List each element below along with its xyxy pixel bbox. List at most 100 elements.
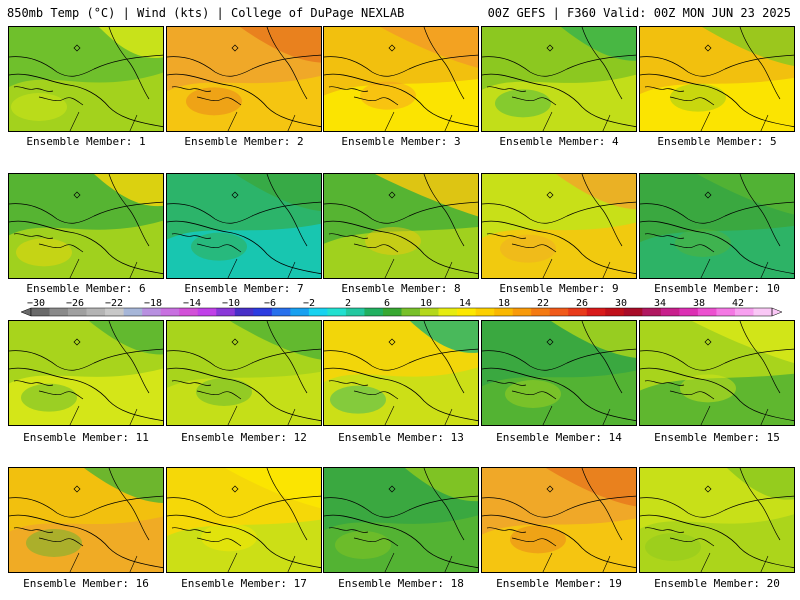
title-left: 850mb Temp (°C) | Wind (kts) | College o… — [7, 6, 405, 20]
colorbar-segment — [697, 308, 717, 316]
ensemble-label: Ensemble Member: 1 — [26, 135, 146, 148]
temperature-map — [9, 321, 163, 425]
ensemble-label: Ensemble Member: 3 — [341, 135, 461, 148]
colorbar-tick-label: −10 — [222, 298, 240, 309]
colorbar-tick-label: 30 — [615, 298, 627, 309]
ensemble-label: Ensemble Member: 8 — [341, 282, 461, 295]
ensemble-label: Ensemble Member: 4 — [499, 135, 619, 148]
colorbar-tick-label: 26 — [576, 298, 588, 309]
temperature-map — [167, 468, 321, 572]
colorbar-tick-label: −6 — [264, 298, 276, 309]
ensemble-panel — [323, 173, 479, 279]
temperature-map — [9, 174, 163, 278]
colorbar-segment — [364, 308, 384, 316]
colorbar-segment — [68, 308, 87, 316]
colorbar-segment — [327, 308, 347, 316]
temperature-map — [640, 27, 794, 131]
colorbar-segment — [308, 308, 328, 316]
colorbar-tick-label: −22 — [105, 298, 123, 309]
temperature-map — [9, 468, 163, 572]
ensemble-label: Ensemble Member: 13 — [338, 431, 464, 444]
colorbar-segment — [438, 308, 458, 316]
colorbar-segment — [623, 308, 643, 316]
colorbar-tick-label: −14 — [183, 298, 201, 309]
ensemble-panel — [323, 467, 479, 573]
ensemble-panel — [166, 320, 322, 426]
ensemble-panel — [481, 173, 637, 279]
ensemble-panel — [481, 26, 637, 132]
colorbar-segment — [549, 308, 569, 316]
temperature-map — [167, 174, 321, 278]
colorbar-tick-label: 38 — [693, 298, 705, 309]
colorbar-tick-label: −18 — [144, 298, 162, 309]
colorbar-segment — [660, 308, 680, 316]
colorbar-segment — [49, 308, 69, 316]
colorbar-segment — [457, 308, 476, 316]
ensemble-label: Ensemble Member: 12 — [181, 431, 307, 444]
ensemble-panel — [481, 320, 637, 426]
ensemble-panel — [639, 467, 795, 573]
temperature-map — [482, 174, 636, 278]
colorbar-segment — [197, 308, 217, 316]
temperature-map — [324, 321, 478, 425]
ensemble-label: Ensemble Member: 18 — [338, 577, 464, 590]
colorbar-segment — [475, 308, 495, 316]
temperature-map — [324, 27, 478, 131]
colorbar-segment — [586, 308, 606, 316]
colorbar-tick-label: 18 — [498, 298, 510, 309]
ensemble-label: Ensemble Member: 10 — [654, 282, 780, 295]
ensemble-panel — [166, 467, 322, 573]
ensemble-label: Ensemble Member: 6 — [26, 282, 146, 295]
colorbar-segment — [253, 308, 273, 316]
title-right: 00Z GEFS | F360 Valid: 00Z MON JUN 23 20… — [487, 6, 791, 20]
colorbar-tick-label: −26 — [66, 298, 84, 309]
colorbar-tick-label: 2 — [345, 298, 351, 309]
colorbar-right-arrow — [771, 307, 783, 317]
colorbar-segment — [216, 308, 236, 316]
colorbar-segment — [716, 308, 736, 316]
header: 850mb Temp (°C) | Wind (kts) | College o… — [0, 0, 800, 24]
colorbar-segment — [382, 308, 402, 316]
colorbar-segment — [642, 308, 662, 316]
ensemble-label: Ensemble Member: 20 — [654, 577, 780, 590]
colorbar-tick-label: −30 — [27, 298, 45, 309]
colorbar-segment — [123, 308, 143, 316]
temperature-map — [482, 321, 636, 425]
ensemble-panel — [639, 320, 795, 426]
ensemble-panel — [481, 467, 637, 573]
ensemble-label: Ensemble Member: 16 — [23, 577, 149, 590]
colorbar-tick-label: 6 — [384, 298, 390, 309]
temperature-map — [324, 468, 478, 572]
temperature-map — [482, 468, 636, 572]
colorbar-segment — [290, 308, 310, 316]
colorbar-segment — [734, 308, 754, 316]
temperature-map — [482, 27, 636, 131]
colorbar-tick-label: 34 — [654, 298, 666, 309]
colorbar-tick-label: 42 — [732, 298, 744, 309]
colorbar-segment — [234, 308, 254, 316]
colorbar-segment — [142, 308, 161, 316]
colorbar-segment — [568, 308, 588, 316]
colorbar-tick-label: 14 — [459, 298, 471, 309]
colorbar-tick-label: −2 — [303, 298, 315, 309]
ensemble-panel — [323, 320, 479, 426]
colorbar-segment — [531, 308, 550, 316]
temperature-map — [640, 174, 794, 278]
colorbar: −30 −26 −22 −18 −14 −10 −6 −2 2 6 10 14 18 22 26 30 34 38… — [0, 296, 800, 318]
temperature-map — [9, 27, 163, 131]
colorbar-segment — [605, 308, 625, 316]
ensemble-panel — [166, 26, 322, 132]
colorbar-tick-label: 10 — [420, 298, 432, 309]
colorbar-segment — [179, 308, 199, 316]
ensemble-panel — [639, 26, 795, 132]
colorbar-segment — [494, 308, 513, 316]
ensemble-label: Ensemble Member: 5 — [657, 135, 777, 148]
temperature-map — [167, 27, 321, 131]
colorbar-segment — [512, 308, 532, 316]
ensemble-label: Ensemble Member: 14 — [496, 431, 622, 444]
ensemble-panel — [323, 26, 479, 132]
ensemble-label: Ensemble Member: 17 — [181, 577, 307, 590]
ensemble-label: Ensemble Member: 7 — [184, 282, 304, 295]
colorbar-segment — [31, 308, 50, 316]
ensemble-label: Ensemble Member: 2 — [184, 135, 304, 148]
